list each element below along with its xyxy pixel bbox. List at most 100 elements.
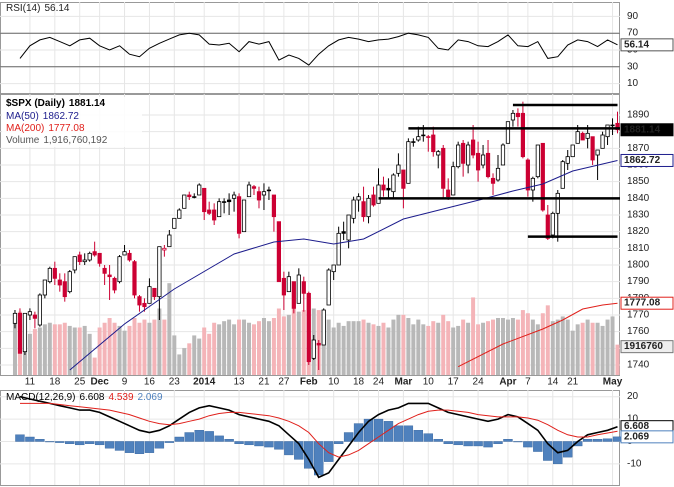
candle-body — [381, 184, 386, 191]
candle-body — [535, 144, 540, 178]
candle-body — [316, 342, 321, 346]
histogram-bar — [65, 441, 75, 444]
candle-body — [286, 276, 291, 293]
histogram-bar — [214, 435, 224, 442]
volume-bar — [197, 338, 202, 375]
candle-body — [490, 177, 496, 184]
histogram-bar — [55, 441, 65, 443]
volume-bar — [515, 319, 520, 375]
candle-body — [331, 264, 336, 273]
candle-body — [222, 201, 227, 203]
histogram-bar — [264, 441, 274, 448]
legend-text: $SPX (Daily) — [6, 98, 65, 109]
y-tick-label: 90 — [627, 11, 639, 22]
y-tick-label: 1820 — [627, 226, 650, 237]
candle-body — [341, 231, 346, 234]
histogram-bar — [45, 441, 55, 443]
candle-body — [605, 124, 610, 138]
volume-bar — [227, 319, 232, 375]
histogram-bar — [144, 441, 155, 453]
x-tick-label: 10 — [328, 377, 340, 388]
candle-body — [451, 166, 456, 196]
volume-bar — [550, 321, 555, 375]
candle-body — [207, 209, 212, 214]
volume-bar — [72, 327, 77, 375]
y-tick-label: 10 — [627, 78, 639, 89]
x-tick-label: 11 — [25, 377, 36, 388]
volume-bar — [57, 324, 62, 375]
volume-bar — [560, 316, 565, 375]
volume-bar — [266, 321, 271, 375]
value-box-label: 2.069 — [624, 431, 649, 442]
candle-body — [291, 281, 296, 309]
volume-bar — [520, 310, 525, 375]
volume-bar — [555, 319, 560, 375]
y-tick-label: 1840 — [627, 193, 650, 204]
x-tick-label: Apr — [499, 377, 516, 388]
volume-bar — [585, 319, 590, 375]
moving-average-line — [69, 160, 618, 371]
candle-body — [471, 139, 476, 156]
legend-text: 56.14 — [44, 3, 69, 14]
candle-body — [505, 121, 511, 144]
legend-text: Volume — [6, 135, 40, 146]
legend-text: RSI(14) — [6, 3, 40, 14]
volume-bar — [271, 318, 276, 375]
candle-body — [92, 251, 97, 256]
legend-text: 6.608 — [79, 392, 104, 403]
volume-bar — [291, 308, 296, 375]
histogram-bar — [284, 441, 294, 456]
candle-body — [27, 311, 33, 316]
candle-body — [152, 287, 157, 298]
candle-body — [336, 232, 341, 266]
legend-text: 1862.72 — [43, 111, 80, 122]
volume-bar — [117, 325, 122, 375]
candle-body — [192, 196, 197, 198]
histogram-bar — [184, 432, 194, 442]
volume-bar — [222, 321, 227, 375]
legend-entry: $SPX (Daily) 1881.14 — [6, 98, 106, 109]
candle-body — [600, 134, 605, 149]
moving-average-line — [457, 302, 618, 368]
candle-body — [157, 246, 162, 298]
candle-body — [271, 194, 277, 218]
x-tick-label: 14 — [547, 377, 559, 388]
y-tick-label: 1790 — [627, 276, 650, 287]
candle-body — [525, 159, 530, 191]
x-tick-label: 24 — [473, 377, 485, 388]
candle-body — [72, 256, 77, 271]
y-tick-label: 1870 — [627, 143, 650, 154]
candle-body — [22, 312, 28, 353]
candle-body — [82, 259, 87, 263]
volume-bar — [491, 319, 496, 375]
candle-body — [396, 164, 401, 174]
candle-body — [147, 286, 152, 304]
candle-body — [580, 132, 585, 141]
candle-body — [311, 339, 316, 359]
candle-body — [441, 147, 446, 189]
candle-body — [122, 251, 127, 256]
x-tick-label: Mar — [394, 377, 412, 388]
volume-bar — [247, 322, 252, 375]
histogram-bar — [423, 433, 433, 442]
candle-body — [306, 292, 311, 363]
volume-bar — [525, 313, 530, 375]
candle-body — [42, 279, 47, 296]
volume-bar — [122, 330, 127, 375]
volume-bar — [341, 325, 346, 375]
candle-body — [281, 277, 286, 296]
volume-bar — [610, 316, 615, 375]
candle-body — [431, 134, 436, 153]
histogram-bar — [513, 441, 523, 443]
histogram-bar — [373, 418, 384, 442]
histogram-bar — [104, 441, 115, 449]
volume-bar — [167, 283, 172, 375]
y-tick-label: 1760 — [627, 326, 650, 337]
value-box — [620, 296, 674, 310]
y-tick-label: 20 — [627, 391, 639, 402]
x-tick-label: 17 — [448, 377, 460, 388]
histogram-bar — [274, 441, 284, 450]
value-box — [620, 340, 674, 354]
volume-bar — [212, 322, 217, 375]
value-box — [620, 430, 674, 444]
